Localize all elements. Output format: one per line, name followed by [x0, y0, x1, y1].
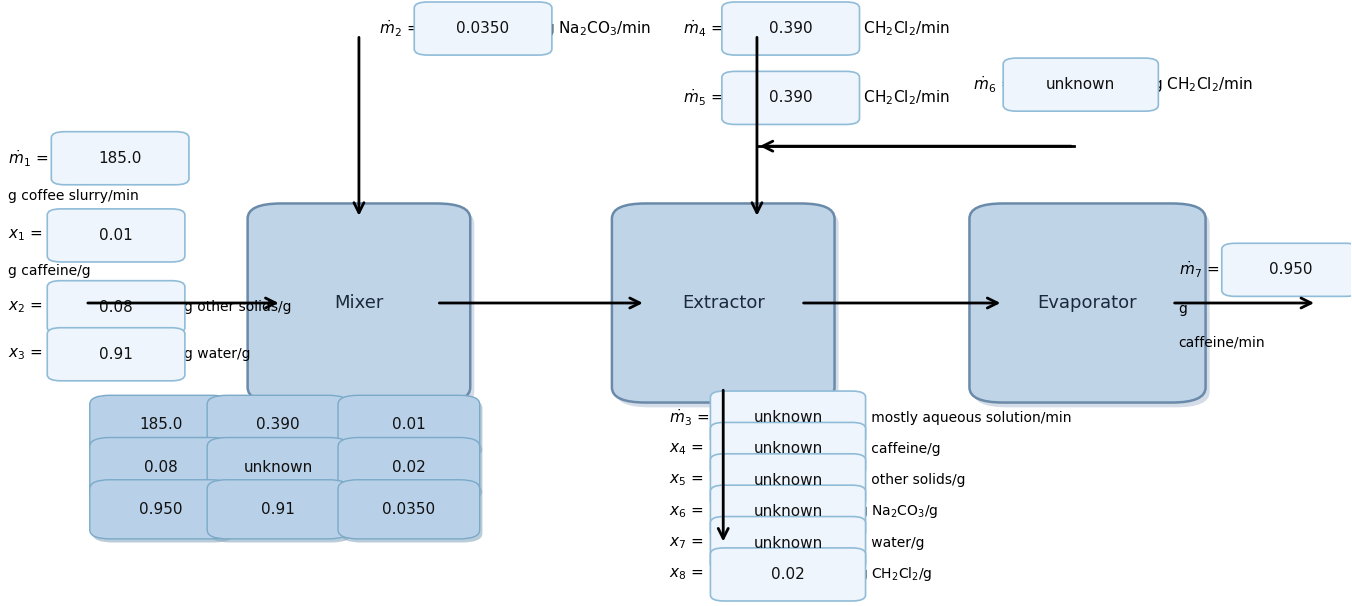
Text: $x_8$ =: $x_8$ =: [669, 567, 704, 582]
Text: g coffee slurry/min: g coffee slurry/min: [8, 188, 139, 202]
Text: g water/g: g water/g: [859, 536, 925, 550]
FancyBboxPatch shape: [612, 204, 834, 402]
FancyBboxPatch shape: [47, 328, 185, 381]
Text: Mixer: Mixer: [334, 294, 384, 312]
Text: Extractor: Extractor: [681, 294, 765, 312]
Text: $x_5$ =: $x_5$ =: [669, 473, 704, 488]
Text: $x_4$ =: $x_4$ =: [669, 441, 704, 457]
Text: 0.950: 0.950: [1268, 262, 1313, 278]
Text: $\dot{m}_4$ =: $\dot{m}_4$ =: [683, 18, 723, 39]
Text: $\dot{m}_6$ =: $\dot{m}_6$ =: [973, 75, 1013, 95]
Text: Evaporator: Evaporator: [1038, 294, 1137, 312]
Text: 185.0: 185.0: [99, 151, 142, 165]
FancyBboxPatch shape: [710, 454, 865, 507]
FancyBboxPatch shape: [338, 480, 480, 539]
Text: 0.390: 0.390: [256, 418, 300, 432]
FancyBboxPatch shape: [969, 204, 1206, 402]
Text: g CH$_2$Cl$_2$/min: g CH$_2$Cl$_2$/min: [849, 88, 949, 107]
FancyBboxPatch shape: [51, 132, 189, 185]
FancyBboxPatch shape: [338, 395, 480, 454]
Text: unknown: unknown: [1046, 77, 1115, 92]
Text: g caffeine/g: g caffeine/g: [859, 442, 941, 456]
Text: $x_3$ =: $x_3$ =: [8, 347, 43, 362]
Text: 0.0350: 0.0350: [383, 502, 435, 517]
FancyBboxPatch shape: [92, 484, 234, 542]
Text: g other solids/g: g other solids/g: [859, 473, 965, 487]
FancyBboxPatch shape: [414, 2, 552, 55]
Text: g water/g: g water/g: [184, 347, 250, 361]
Text: $\dot{m}_1$ =: $\dot{m}_1$ =: [8, 148, 49, 168]
Text: $\dot{m}_2$ =: $\dot{m}_2$ =: [379, 18, 419, 39]
FancyBboxPatch shape: [341, 441, 483, 501]
Text: $x_1$ =: $x_1$ =: [8, 228, 43, 243]
Text: 0.08: 0.08: [143, 459, 177, 474]
FancyBboxPatch shape: [341, 399, 483, 458]
FancyBboxPatch shape: [338, 438, 480, 497]
Text: 0.01: 0.01: [392, 418, 426, 432]
Text: 185.0: 185.0: [139, 418, 183, 432]
Text: g caffeine/g: g caffeine/g: [8, 264, 91, 278]
Text: unknown: unknown: [243, 459, 312, 474]
Text: g CH$_2$Cl$_2$/g: g CH$_2$Cl$_2$/g: [859, 565, 933, 584]
Text: 0.01: 0.01: [99, 228, 132, 243]
Text: unknown: unknown: [753, 473, 822, 488]
FancyBboxPatch shape: [710, 422, 865, 476]
FancyBboxPatch shape: [710, 485, 865, 538]
Text: 0.91: 0.91: [99, 347, 132, 362]
FancyBboxPatch shape: [722, 72, 860, 124]
FancyBboxPatch shape: [47, 281, 185, 334]
FancyBboxPatch shape: [251, 208, 475, 407]
FancyBboxPatch shape: [722, 2, 860, 55]
FancyBboxPatch shape: [247, 204, 470, 402]
Text: $x_7$ =: $x_7$ =: [669, 535, 704, 551]
Text: 0.91: 0.91: [261, 502, 295, 517]
FancyBboxPatch shape: [210, 441, 352, 501]
Text: g CH$_2$Cl$_2$/min: g CH$_2$Cl$_2$/min: [1152, 75, 1253, 94]
Text: unknown: unknown: [753, 442, 822, 456]
Text: 0.0350: 0.0350: [457, 21, 510, 36]
FancyBboxPatch shape: [89, 438, 231, 497]
Text: g mostly aqueous solution/min: g mostly aqueous solution/min: [859, 411, 1072, 425]
FancyBboxPatch shape: [1003, 58, 1159, 111]
FancyBboxPatch shape: [210, 399, 352, 458]
Text: $\dot{m}_5$ =: $\dot{m}_5$ =: [683, 88, 723, 108]
FancyBboxPatch shape: [92, 441, 234, 501]
Text: unknown: unknown: [753, 536, 822, 551]
Text: caffeine/min: caffeine/min: [1179, 335, 1265, 349]
Text: g CH$_2$Cl$_2$/min: g CH$_2$Cl$_2$/min: [849, 19, 949, 38]
FancyBboxPatch shape: [617, 208, 838, 407]
Text: $\dot{m}_3$ =: $\dot{m}_3$ =: [669, 407, 710, 428]
FancyBboxPatch shape: [207, 438, 349, 497]
Text: 0.390: 0.390: [769, 21, 813, 36]
Text: g other solids/g: g other solids/g: [184, 300, 291, 315]
FancyBboxPatch shape: [207, 395, 349, 454]
Text: unknown: unknown: [753, 504, 822, 519]
FancyBboxPatch shape: [341, 484, 483, 542]
FancyBboxPatch shape: [710, 391, 865, 444]
FancyBboxPatch shape: [210, 484, 352, 542]
FancyBboxPatch shape: [710, 516, 865, 570]
Text: $x_6$ =: $x_6$ =: [669, 504, 704, 519]
Text: $\dot{m}_7$ =: $\dot{m}_7$ =: [1179, 259, 1218, 280]
Text: g: g: [1179, 302, 1187, 316]
Text: g Na$_2$CO$_3$/min: g Na$_2$CO$_3$/min: [544, 19, 652, 38]
FancyBboxPatch shape: [710, 548, 865, 601]
Text: unknown: unknown: [753, 410, 822, 425]
Text: 0.950: 0.950: [139, 502, 183, 517]
FancyBboxPatch shape: [973, 208, 1210, 407]
Text: 0.02: 0.02: [771, 567, 804, 582]
FancyBboxPatch shape: [207, 480, 349, 539]
FancyBboxPatch shape: [47, 209, 185, 262]
Text: 0.02: 0.02: [392, 459, 426, 474]
Text: 0.08: 0.08: [99, 300, 132, 315]
Text: $x_2$ =: $x_2$ =: [8, 299, 43, 315]
FancyBboxPatch shape: [1222, 243, 1352, 296]
Text: g Na$_2$CO$_3$/g: g Na$_2$CO$_3$/g: [859, 503, 938, 520]
Text: 0.390: 0.390: [769, 90, 813, 105]
FancyBboxPatch shape: [89, 480, 231, 539]
FancyBboxPatch shape: [92, 399, 234, 458]
FancyBboxPatch shape: [89, 395, 231, 454]
